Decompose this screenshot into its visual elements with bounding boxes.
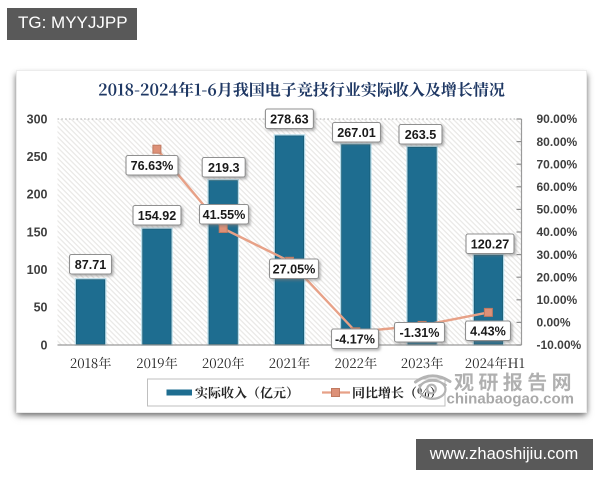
svg-text:263.5: 263.5: [405, 128, 437, 142]
svg-text:267.01: 267.01: [337, 126, 376, 140]
svg-text:80.00%: 80.00%: [537, 135, 578, 149]
svg-text:-4.17%: -4.17%: [335, 332, 375, 346]
svg-text:4.43%: 4.43%: [470, 324, 506, 338]
svg-text:76.63%: 76.63%: [131, 159, 174, 173]
svg-text:250: 250: [27, 150, 48, 164]
svg-text:60.00%: 60.00%: [537, 180, 578, 194]
svg-text:50.00%: 50.00%: [537, 203, 578, 217]
svg-text:300: 300: [27, 112, 48, 126]
svg-text:120.27: 120.27: [471, 237, 510, 251]
svg-text:70.00%: 70.00%: [537, 157, 578, 171]
svg-text:20.00%: 20.00%: [537, 270, 578, 284]
svg-text:30.00%: 30.00%: [537, 248, 578, 262]
svg-text:100: 100: [27, 263, 48, 277]
svg-text:41.55%: 41.55%: [203, 208, 246, 222]
svg-text:150: 150: [27, 225, 48, 239]
svg-text:278.63: 278.63: [270, 112, 309, 126]
svg-text:27.05%: 27.05%: [273, 262, 316, 276]
svg-text:0.00%: 0.00%: [537, 316, 571, 330]
svg-text:40.00%: 40.00%: [537, 225, 578, 239]
svg-text:-1.31%: -1.31%: [400, 326, 440, 340]
svg-text:219.3: 219.3: [208, 161, 240, 175]
svg-text:200: 200: [27, 188, 48, 202]
svg-text:50: 50: [34, 301, 48, 315]
svg-text:87.71: 87.71: [75, 258, 107, 272]
svg-text:-10.00%: -10.00%: [537, 338, 582, 352]
svg-text:chinabaogao.com: chinabaogao.com: [447, 391, 575, 408]
svg-text:154.92: 154.92: [138, 209, 177, 223]
svg-text:0: 0: [41, 338, 48, 352]
svg-text:90.00%: 90.00%: [537, 112, 578, 126]
svg-text:10.00%: 10.00%: [537, 293, 578, 307]
